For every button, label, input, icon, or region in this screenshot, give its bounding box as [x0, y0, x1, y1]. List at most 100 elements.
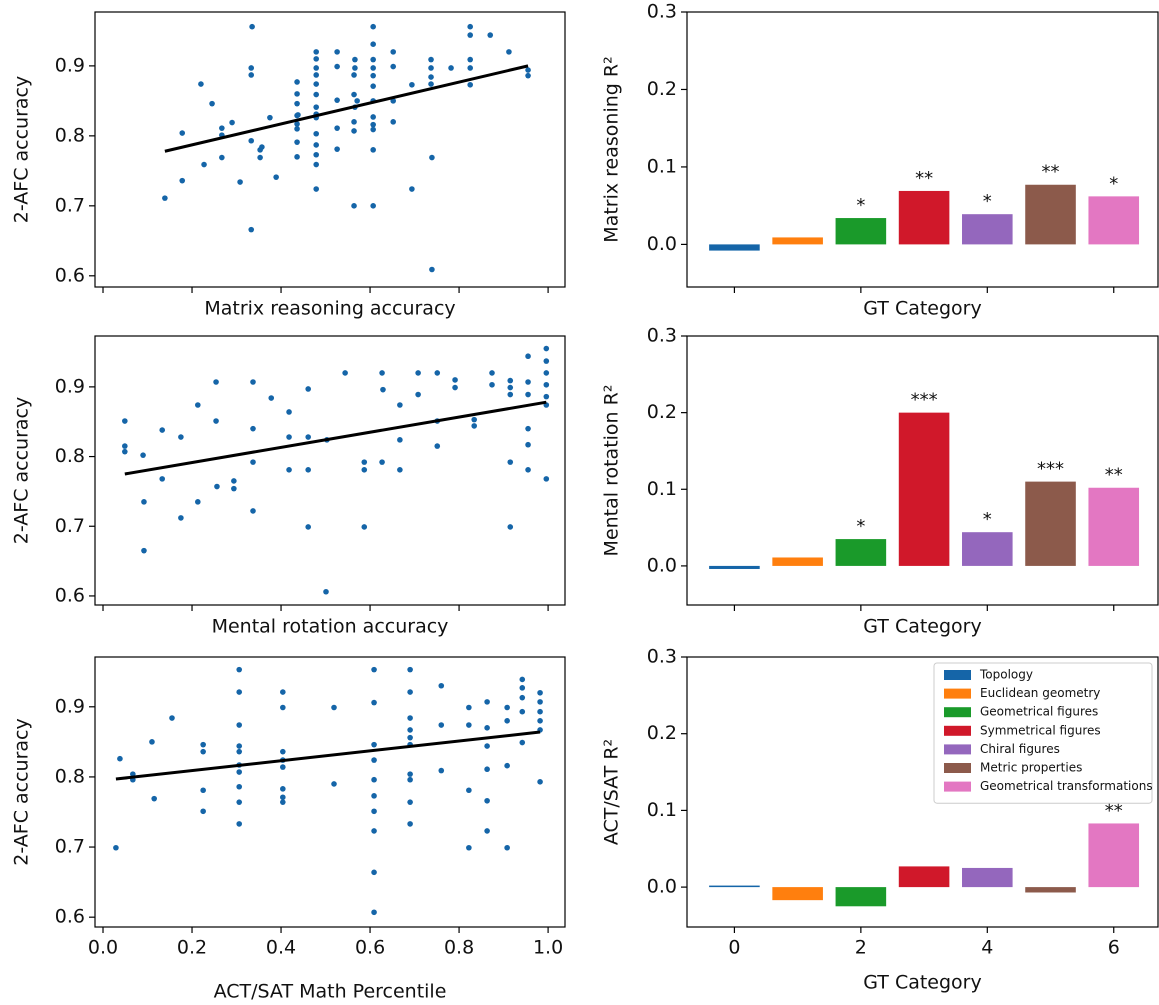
point — [313, 142, 320, 148]
point — [507, 384, 514, 391]
point — [351, 203, 357, 209]
point — [407, 821, 413, 827]
point — [371, 909, 377, 916]
point — [351, 119, 357, 125]
bar — [709, 565, 760, 569]
point — [214, 483, 220, 490]
point — [371, 808, 377, 815]
bar — [835, 887, 887, 907]
point — [280, 704, 286, 711]
x-tick-label: 1.0 — [533, 937, 563, 959]
y-tick-label: 0.6 — [55, 264, 85, 286]
point — [448, 65, 454, 71]
point — [200, 808, 206, 815]
point — [438, 767, 445, 774]
point — [313, 49, 320, 55]
y-tick-label: 0.7 — [55, 515, 85, 537]
point — [467, 81, 473, 88]
y-tick-label: 0.7 — [55, 836, 85, 858]
significance: ** — [1042, 162, 1060, 183]
point — [250, 425, 256, 432]
bar — [772, 887, 823, 901]
point — [313, 186, 320, 192]
point — [178, 434, 184, 440]
point — [504, 718, 510, 724]
bar — [962, 532, 1013, 566]
point — [519, 676, 526, 683]
point — [273, 174, 279, 180]
legend-swatch — [944, 670, 971, 680]
point — [370, 126, 376, 133]
point — [543, 370, 550, 376]
legend-label: Chiral figures — [980, 742, 1060, 756]
y-tick-label: 0.8 — [55, 765, 85, 787]
point — [313, 65, 320, 71]
bar — [1088, 487, 1140, 566]
point — [213, 418, 219, 424]
axes-frame — [94, 656, 566, 928]
significance: *** — [911, 390, 938, 411]
point — [351, 128, 357, 134]
y-axis-label: 2-AFC accuracy — [11, 718, 33, 865]
point — [371, 828, 377, 834]
y-tick-label: 0.1 — [647, 799, 677, 821]
point — [294, 79, 300, 85]
y-tick-label: 0.2 — [647, 78, 677, 100]
bar — [709, 885, 760, 888]
significance: ** — [1105, 800, 1123, 821]
axes-frame — [94, 11, 566, 288]
point — [248, 226, 255, 233]
point — [484, 766, 490, 773]
point — [487, 32, 494, 38]
point — [390, 63, 397, 70]
point — [415, 391, 421, 398]
point — [294, 121, 300, 127]
point — [201, 161, 207, 168]
significance: * — [983, 191, 992, 212]
point — [507, 391, 514, 398]
legend-label: Metric properties — [980, 761, 1082, 775]
point — [313, 91, 320, 98]
point — [397, 437, 403, 443]
point — [471, 423, 478, 429]
axes-frame — [686, 335, 1159, 606]
point — [354, 98, 360, 104]
point — [371, 776, 377, 783]
point — [342, 370, 348, 376]
point — [200, 741, 206, 748]
point — [305, 467, 311, 473]
point — [151, 795, 157, 802]
y-tick-label: 0.0 — [647, 876, 677, 898]
point — [371, 699, 377, 706]
point — [467, 32, 473, 38]
point — [305, 386, 311, 392]
y-axis-label: 2-AFC accuracy — [11, 397, 33, 544]
point — [294, 139, 300, 145]
point — [294, 100, 300, 107]
y-tick-label: 0.8 — [55, 124, 85, 146]
x-axis-label: GT Category — [863, 298, 981, 320]
x-tick-label: 6 — [1108, 937, 1120, 959]
point — [229, 119, 235, 126]
y-tick-label: 0.3 — [647, 1, 677, 23]
point — [334, 97, 340, 103]
point — [122, 448, 128, 455]
point — [159, 427, 166, 433]
legend-swatch — [944, 707, 971, 718]
point — [537, 708, 543, 715]
point — [149, 739, 155, 745]
point — [519, 685, 526, 691]
point — [248, 137, 255, 144]
legend-swatch — [944, 781, 971, 792]
legend-label: Topology — [979, 668, 1033, 682]
point — [452, 377, 458, 383]
point — [525, 391, 531, 398]
legend-label: Euclidean geometry — [980, 686, 1100, 700]
legend-label: Geometrical figures — [980, 705, 1098, 719]
y-tick-label: 0.9 — [55, 695, 85, 717]
point — [352, 56, 358, 63]
point — [294, 126, 300, 132]
point — [466, 704, 472, 711]
x-axis-label: GT Category — [863, 972, 981, 994]
y-tick-label: 0.2 — [647, 722, 677, 744]
